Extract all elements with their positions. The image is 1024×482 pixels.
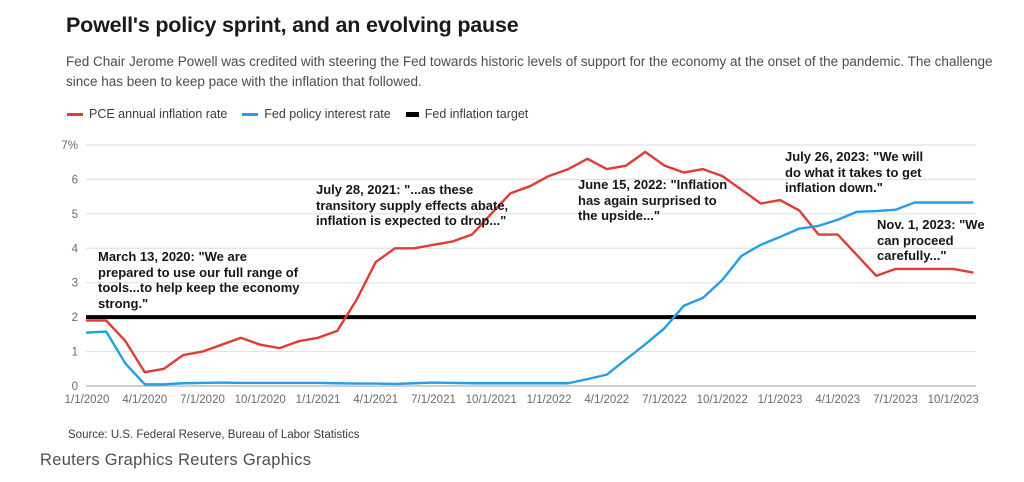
pce-line-swatch-icon xyxy=(67,112,83,116)
x-tick-label: 7/1/2022 xyxy=(642,394,687,406)
annotation-march-2020: March 13, 2020: "We are prepared to use … xyxy=(98,249,300,311)
x-tick-label: 10/1/2023 xyxy=(928,394,979,406)
x-tick-label: 7/1/2023 xyxy=(873,394,918,406)
legend-label-pce: PCE annual inflation rate xyxy=(89,107,228,121)
fed-rate-line-swatch-icon xyxy=(242,112,259,116)
legend-item-fed-rate: Fed policy interest rate xyxy=(242,107,391,121)
x-tick-label: 4/1/2021 xyxy=(353,394,398,406)
y-tick-label: 6 xyxy=(72,174,78,186)
legend-item-pce: PCE annual inflation rate xyxy=(67,107,227,121)
x-tick-label: 4/1/2020 xyxy=(122,394,167,406)
x-tick-label: 1/1/2020 xyxy=(65,394,110,406)
x-tick-label: 1/1/2023 xyxy=(758,394,803,406)
annotation-july-2023: July 26, 2023: "We will do what it takes… xyxy=(785,149,924,195)
chart-subtitle: Fed Chair Jerome Powell was credited wit… xyxy=(66,54,993,89)
legend: PCE annual inflation rate Fed policy int… xyxy=(67,107,528,121)
legend-label-fed-rate: Fed policy interest rate xyxy=(264,107,391,121)
pce-inflation-line xyxy=(85,150,974,374)
y-tick-label: 7% xyxy=(61,140,78,152)
y-tick-label: 0 xyxy=(72,381,78,393)
reuters-graphics-credit: Reuters Graphics Reuters Graphics xyxy=(40,451,312,469)
legend-item-target: Fed inflation target xyxy=(405,107,529,121)
x-tick-label: 1/1/2021 xyxy=(296,394,341,406)
x-tick-label: 1/1/2022 xyxy=(527,394,572,406)
x-tick-label: 4/1/2022 xyxy=(584,394,629,406)
legend-label-target: Fed inflation target xyxy=(424,107,529,121)
annotation-nov-2023: Nov. 1, 2023: "We can proceed carefully.… xyxy=(877,217,985,263)
y-tick-label: 1 xyxy=(72,347,78,359)
x-tick-label: 7/1/2020 xyxy=(180,394,225,406)
fed-policy-rate-line xyxy=(85,201,974,386)
x-tick-label: 10/1/2020 xyxy=(235,394,286,406)
annotation-july-2021: July 28, 2021: "...as these transitory s… xyxy=(316,182,509,228)
source-note: Source: U.S. Federal Reserve, Bureau of … xyxy=(68,429,360,441)
y-tick-label: 4 xyxy=(72,243,79,255)
y-tick-label: 2 xyxy=(72,312,78,324)
x-tick-label: 10/1/2021 xyxy=(466,394,517,406)
y-tick-label: 3 xyxy=(72,278,78,290)
annotation-june-2022: June 15, 2022: "Inflation has again surp… xyxy=(578,177,728,223)
target-line-swatch-icon xyxy=(405,111,419,117)
x-tick-label: 4/1/2023 xyxy=(815,394,860,406)
x-tick-label: 10/1/2022 xyxy=(697,394,748,406)
page-title: Powell's policy sprint, and an evolving … xyxy=(66,13,519,37)
y-tick-label: 5 xyxy=(72,209,78,221)
x-tick-label: 7/1/2021 xyxy=(411,394,456,406)
